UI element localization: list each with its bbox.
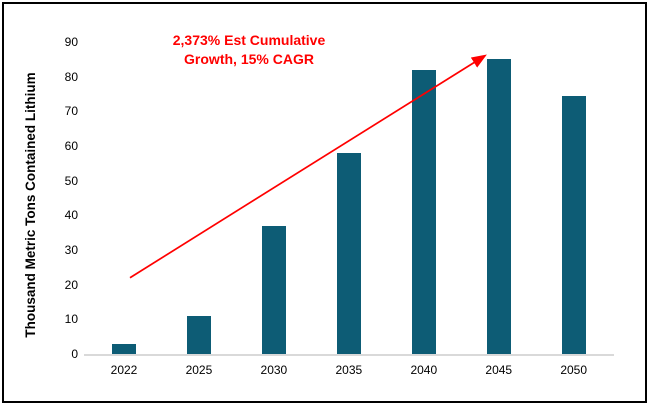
bar-2050 bbox=[561, 95, 586, 354]
y-axis-title: Thousand Metric Tons Contained Lithium bbox=[23, 72, 38, 338]
growth-annotation-line2: Growth, 15% CAGR bbox=[184, 51, 314, 67]
bar-2045 bbox=[486, 59, 511, 354]
y-tick-label: 70 bbox=[64, 104, 78, 119]
x-tick-label-2050: 2050 bbox=[560, 363, 588, 377]
growth-annotation: 2,373% Est Cumulative Growth, 15% CAGR bbox=[148, 31, 350, 69]
x-tick-label-2022: 2022 bbox=[110, 363, 138, 377]
x-tick-label-2045: 2045 bbox=[485, 363, 513, 377]
y-tick-label: 30 bbox=[64, 243, 78, 257]
x-tick-label-2025: 2025 bbox=[185, 363, 213, 377]
y-tick-label: 40 bbox=[64, 208, 78, 223]
bar-2030 bbox=[261, 225, 286, 354]
y-tick-label: 60 bbox=[64, 139, 78, 153]
y-tick-label: 90 bbox=[64, 35, 78, 49]
y-tick-label: 10 bbox=[64, 312, 78, 327]
growth-annotation-line1: 2,373% Est Cumulative bbox=[172, 32, 326, 48]
y-tick-label: 0 bbox=[71, 347, 78, 361]
y-tick-label: 20 bbox=[64, 277, 78, 292]
bar-2025 bbox=[186, 315, 211, 354]
x-tick-label-2035: 2035 bbox=[335, 363, 363, 377]
y-tick-label: 50 bbox=[64, 173, 78, 188]
y-tick-label: 80 bbox=[64, 69, 78, 84]
bar-2022 bbox=[112, 343, 136, 354]
x-axis-line bbox=[84, 354, 614, 356]
bar-2035 bbox=[336, 152, 361, 354]
bar-2040 bbox=[411, 69, 436, 354]
x-tick-label-2040: 2040 bbox=[410, 363, 438, 377]
x-tick-label-2030: 2030 bbox=[260, 363, 288, 377]
